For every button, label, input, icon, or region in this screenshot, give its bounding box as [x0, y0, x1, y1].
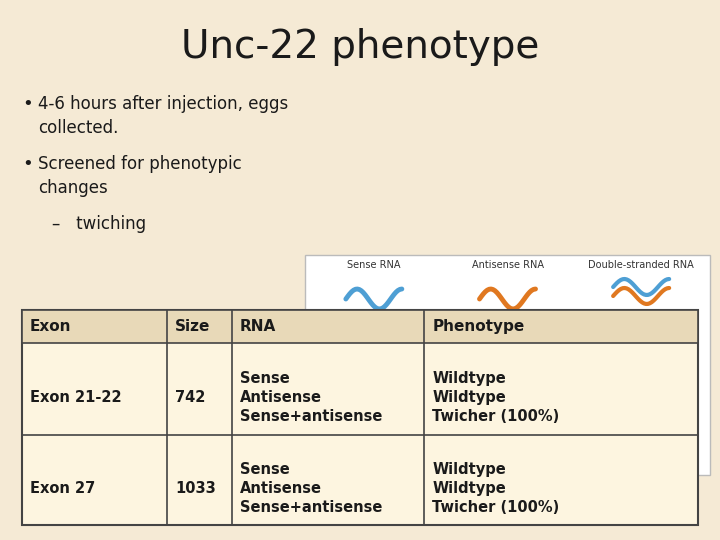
Text: Antisense: Antisense — [240, 481, 322, 496]
Text: 4-6 hours after injection, eggs
collected.: 4-6 hours after injection, eggs collecte… — [38, 95, 288, 137]
Text: Antisense: Antisense — [240, 390, 322, 405]
Text: Sense+antisense: Sense+antisense — [240, 409, 382, 424]
Text: Twicher (100%): Twicher (100%) — [432, 409, 559, 424]
Ellipse shape — [336, 355, 411, 375]
Text: Normal: Normal — [357, 463, 390, 472]
FancyBboxPatch shape — [305, 255, 710, 475]
Ellipse shape — [605, 421, 677, 442]
Ellipse shape — [336, 427, 411, 444]
Text: Wildtype: Wildtype — [432, 462, 506, 477]
Text: •: • — [22, 155, 32, 173]
Text: Exon: Exon — [30, 319, 71, 334]
Ellipse shape — [475, 360, 540, 370]
Text: Sense RNA: Sense RNA — [347, 260, 400, 270]
Text: Screened for phenotypic
changes: Screened for phenotypic changes — [38, 155, 242, 197]
Text: 742: 742 — [176, 390, 206, 405]
Text: Antisense RNA: Antisense RNA — [472, 260, 544, 270]
Text: Sense+antisense: Sense+antisense — [240, 500, 382, 515]
Text: 1033: 1033 — [176, 481, 216, 496]
FancyBboxPatch shape — [22, 310, 698, 525]
Text: Wildtype: Wildtype — [432, 481, 506, 496]
Text: Exon 27: Exon 27 — [30, 481, 95, 496]
Text: Normal: Normal — [491, 463, 524, 472]
Text: •: • — [22, 95, 32, 113]
Text: Sense: Sense — [240, 462, 289, 477]
Text: Phenotype: Phenotype — [432, 319, 524, 334]
Ellipse shape — [470, 427, 545, 444]
Text: Offspring: Offspring — [310, 433, 355, 443]
Text: Twitching movements: Twitching movements — [592, 463, 690, 472]
Text: Wildtype: Wildtype — [432, 371, 506, 386]
Ellipse shape — [470, 355, 545, 375]
Text: Unc-22 phenotype: Unc-22 phenotype — [181, 28, 539, 66]
Ellipse shape — [603, 355, 679, 375]
Text: RNA: RNA — [240, 319, 276, 334]
Ellipse shape — [477, 431, 538, 440]
FancyBboxPatch shape — [22, 310, 698, 343]
Text: Twicher (100%): Twicher (100%) — [432, 500, 559, 515]
Ellipse shape — [344, 431, 404, 440]
Text: Size: Size — [176, 319, 211, 334]
Ellipse shape — [608, 360, 674, 370]
Text: Wildtype: Wildtype — [432, 390, 506, 405]
Ellipse shape — [341, 360, 406, 370]
Text: –   twiching: – twiching — [52, 215, 146, 233]
Text: Exon 21-22: Exon 21-22 — [30, 390, 122, 405]
Text: Sense: Sense — [240, 371, 289, 386]
Text: Double-stranded RNA: Double-stranded RNA — [588, 260, 694, 270]
Text: Parent: Parent — [310, 356, 341, 366]
